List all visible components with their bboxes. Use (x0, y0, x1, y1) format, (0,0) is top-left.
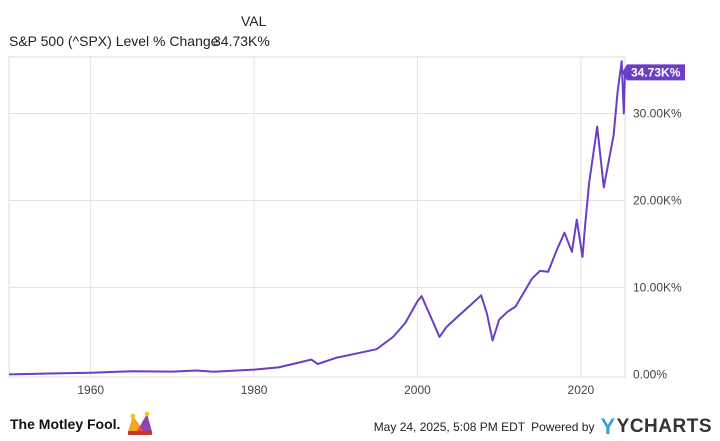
series-layer (8, 60, 626, 376)
plot-border (8, 56, 626, 378)
y-tick-label: 0.00% (633, 367, 667, 381)
end-value-label: 34.73K% (631, 65, 681, 79)
end-value-marker (622, 64, 685, 81)
powered-by-text: Powered by (531, 420, 595, 434)
y-tick-label: 20.00K% (633, 193, 682, 207)
y-tick-label: 10.00K% (633, 280, 682, 294)
motley-fool-logo: The Motley Fool. (10, 409, 156, 439)
footer-attribution: May 24, 2025, 5:08 PM EDT Powered by Y Y… (374, 414, 712, 440)
y-tick-label: 30.00K% (633, 107, 682, 121)
ycharts-wordmark: YCHARTS (616, 416, 712, 437)
grid-layer (8, 56, 626, 378)
timestamp: May 24, 2025, 5:08 PM EDT (373, 420, 526, 434)
motley-fool-brand-text: The Motley Fool. (10, 416, 121, 432)
x-tick-label: 2020 (568, 383, 595, 397)
ycharts-y-icon: Y (600, 414, 616, 439)
legend-series-label: S&P 500 (^SPX) Level % Change (9, 33, 219, 49)
series-line (8, 60, 626, 376)
x-tick-label: 2000 (404, 383, 431, 397)
legend-series-value: 34.73K% (213, 33, 270, 49)
x-tick-label: 1960 (77, 383, 104, 397)
end-label-layer: 34.73K% (622, 64, 685, 81)
x-tick-label: 1980 (241, 383, 268, 397)
axis-layer: 1960 1980 2000 2020 0.00% 10.00K% 20.00K% 30.00… (77, 107, 682, 397)
legend-column-header: VAL (241, 13, 267, 29)
jester-hat-icon (128, 411, 153, 435)
ycharts-logo: Y YCHARTS (600, 414, 712, 440)
legend-row: S&P 500 (^SPX) Level % Change 34.73K% (9, 33, 270, 49)
